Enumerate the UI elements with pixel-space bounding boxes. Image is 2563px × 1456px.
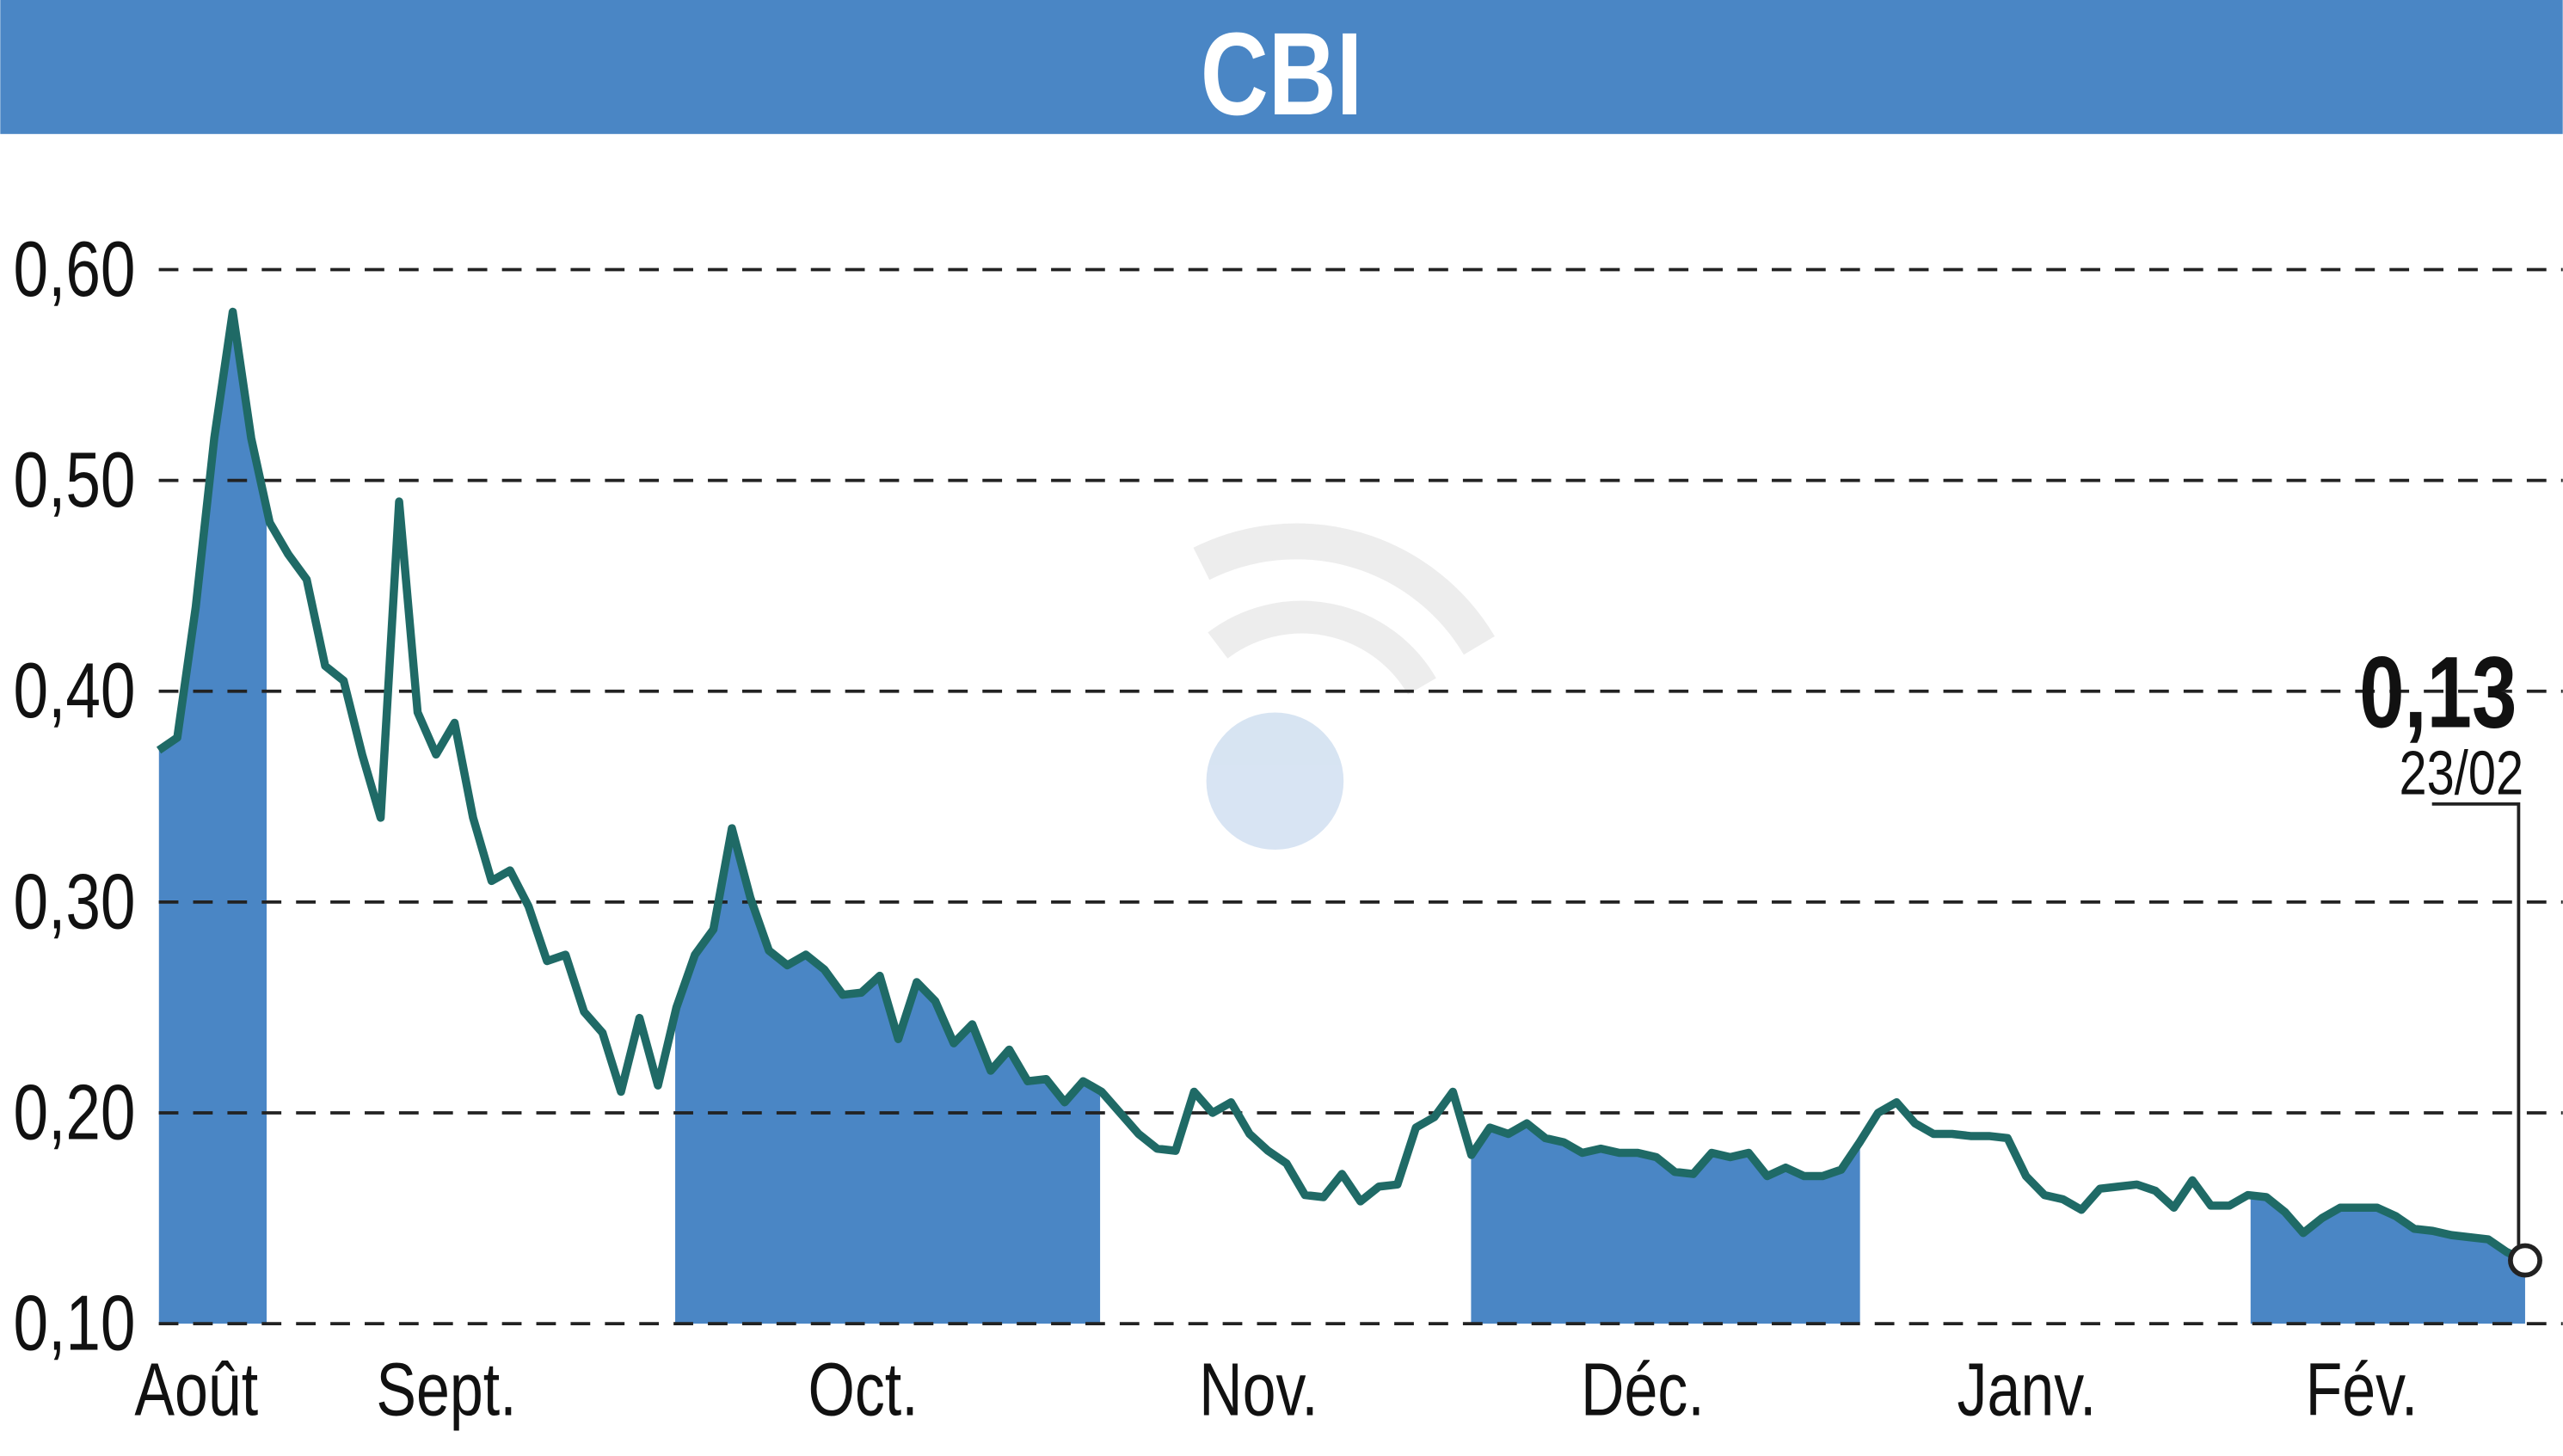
x-tick-label: Sept. bbox=[376, 1347, 516, 1431]
x-tick-label: Oct. bbox=[808, 1347, 918, 1431]
last-date: 23/02 bbox=[2400, 738, 2524, 808]
area bbox=[158, 311, 2525, 1324]
last-value: 0,13 bbox=[2359, 635, 2517, 749]
y-tick-label: 0,30 bbox=[14, 858, 136, 946]
watermark bbox=[1193, 523, 1495, 851]
last-point bbox=[2508, 1243, 2542, 1278]
y-tick-label: 0,40 bbox=[14, 647, 136, 734]
x-tick-label: Fév. bbox=[2306, 1347, 2419, 1431]
y-tick-label: 0,50 bbox=[14, 436, 136, 524]
x-tick-label: Janv. bbox=[1958, 1347, 2097, 1431]
y-tick-label: 0,10 bbox=[14, 1280, 136, 1367]
line bbox=[156, 307, 2527, 1264]
y-tick-label: 0,60 bbox=[14, 225, 136, 313]
y-tick-label: 0,20 bbox=[14, 1069, 136, 1157]
x-tick-label: Déc. bbox=[1581, 1347, 1705, 1431]
title-bar bbox=[0, 0, 2563, 134]
x-tick-label: Nov. bbox=[1199, 1347, 1318, 1431]
leader-line bbox=[2431, 802, 2521, 1246]
chart-title: CBI bbox=[1201, 9, 1362, 139]
x-tick-label: Août bbox=[134, 1347, 258, 1431]
